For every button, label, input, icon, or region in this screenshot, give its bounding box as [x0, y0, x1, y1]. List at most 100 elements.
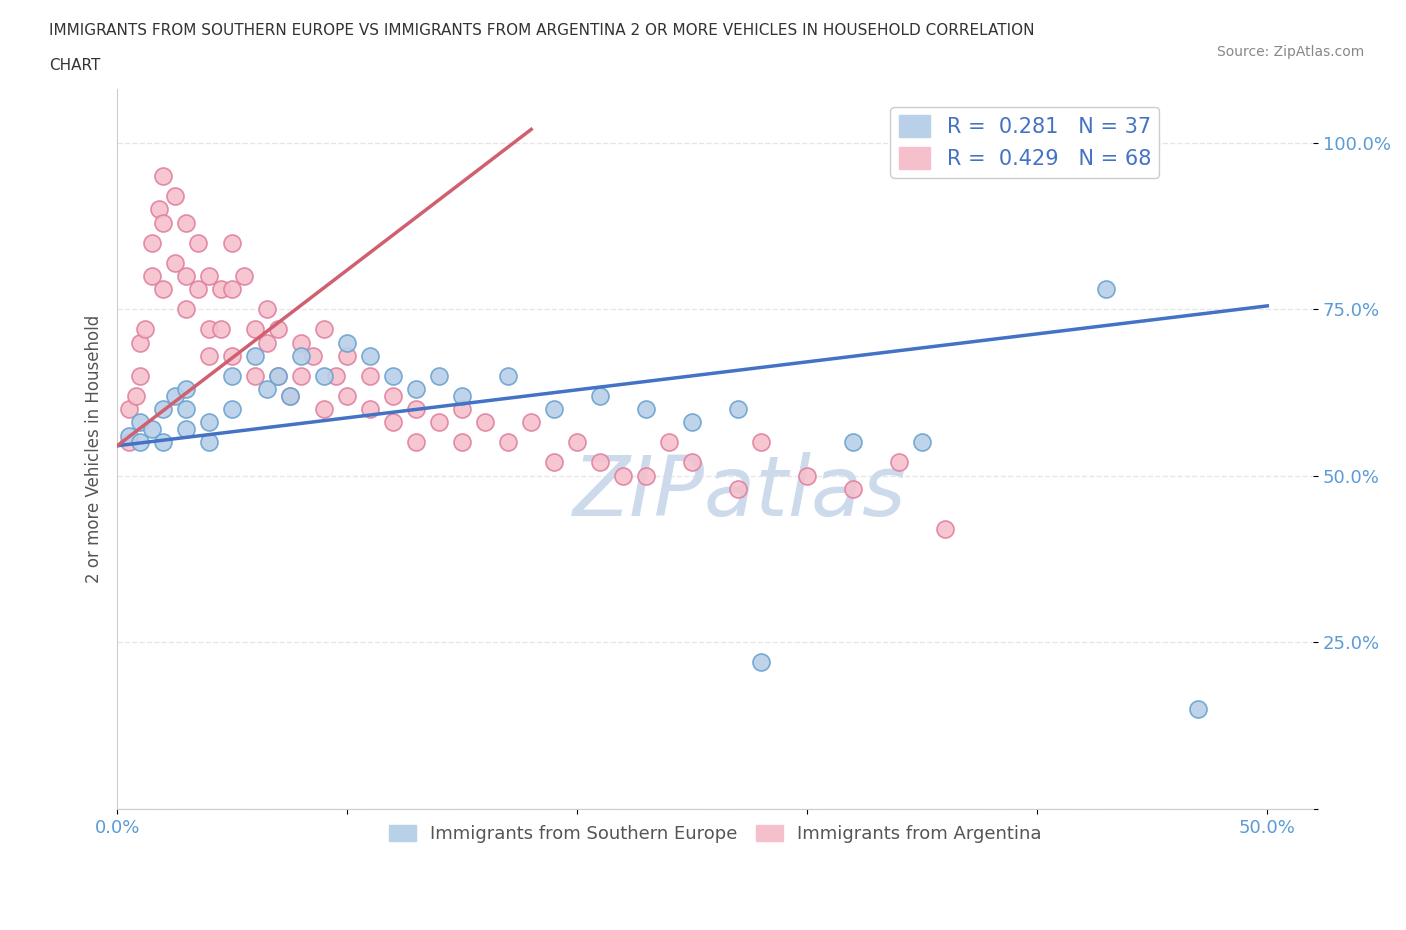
Point [934, 522, 956, 537]
Point [198, 269, 221, 284]
Point [209, 322, 232, 337]
Point [427, 415, 450, 430]
Point [267, 368, 290, 383]
Point [681, 415, 703, 430]
Point [405, 381, 427, 396]
Point [174, 215, 197, 230]
Y-axis label: 2 or more Vehicles in Household: 2 or more Vehicles in Household [86, 315, 103, 583]
Point [134, 322, 156, 337]
Point [336, 389, 359, 404]
Point [842, 482, 865, 497]
Point [1187, 701, 1209, 716]
Point [198, 322, 221, 337]
Point [129, 435, 152, 450]
Text: CHART: CHART [49, 58, 101, 73]
Point [245, 368, 267, 383]
Text: Source: ZipAtlas.com: Source: ZipAtlas.com [1216, 45, 1364, 59]
Point [278, 389, 301, 404]
Point [221, 368, 243, 383]
Text: IMMIGRANTS FROM SOUTHERN EUROPE VS IMMIGRANTS FROM ARGENTINA 2 OR MORE VEHICLES : IMMIGRANTS FROM SOUTHERN EUROPE VS IMMIG… [49, 23, 1035, 38]
Point [325, 368, 347, 383]
Point [209, 282, 232, 297]
Point [496, 435, 519, 450]
Point [256, 301, 278, 316]
Point [290, 368, 312, 383]
Point [290, 349, 312, 364]
Point [1095, 282, 1118, 297]
Point [336, 335, 359, 350]
Point [221, 349, 243, 364]
Point [749, 435, 772, 450]
Legend: Immigrants from Southern Europe, Immigrants from Argentina: Immigrants from Southern Europe, Immigra… [381, 817, 1049, 850]
Point [129, 335, 152, 350]
Point [221, 402, 243, 417]
Point [658, 435, 681, 450]
Point [152, 282, 174, 297]
Point [129, 368, 152, 383]
Point [314, 322, 336, 337]
Point [174, 269, 197, 284]
Point [405, 435, 427, 450]
Point [359, 368, 381, 383]
Point [187, 282, 209, 297]
Point [118, 429, 141, 444]
Point [148, 202, 170, 217]
Point [612, 469, 634, 484]
Point [589, 455, 612, 470]
Point [543, 402, 565, 417]
Text: ZIPatlas: ZIPatlas [572, 452, 905, 533]
Point [221, 235, 243, 250]
Point [451, 402, 474, 417]
Point [198, 415, 221, 430]
Point [427, 368, 450, 383]
Point [198, 435, 221, 450]
Point [129, 415, 152, 430]
Point [314, 402, 336, 417]
Point [141, 269, 163, 284]
Point [198, 349, 221, 364]
Point [152, 435, 174, 450]
Point [267, 322, 290, 337]
Point [174, 402, 197, 417]
Point [543, 455, 565, 470]
Point [405, 402, 427, 417]
Point [290, 335, 312, 350]
Point [245, 349, 267, 364]
Point [474, 415, 496, 430]
Point [163, 255, 186, 270]
Point [359, 402, 381, 417]
Point [267, 368, 290, 383]
Point [141, 421, 163, 436]
Point [727, 482, 749, 497]
Point [163, 189, 186, 204]
Point [382, 389, 405, 404]
Point [118, 435, 141, 450]
Point [221, 282, 243, 297]
Point [124, 389, 146, 404]
Point [152, 215, 174, 230]
Point [301, 349, 323, 364]
Point [589, 389, 612, 404]
Point [496, 368, 519, 383]
Point [152, 402, 174, 417]
Point [842, 435, 865, 450]
Point [636, 469, 658, 484]
Point [232, 269, 254, 284]
Point [681, 455, 703, 470]
Point [451, 435, 474, 450]
Point [187, 235, 209, 250]
Point [796, 469, 818, 484]
Point [141, 235, 163, 250]
Point [382, 368, 405, 383]
Point [336, 349, 359, 364]
Point [118, 402, 141, 417]
Point [174, 421, 197, 436]
Point [359, 349, 381, 364]
Point [749, 655, 772, 670]
Point [636, 402, 658, 417]
Point [256, 381, 278, 396]
Point [256, 335, 278, 350]
Point [278, 389, 301, 404]
Point [889, 455, 911, 470]
Point [727, 402, 749, 417]
